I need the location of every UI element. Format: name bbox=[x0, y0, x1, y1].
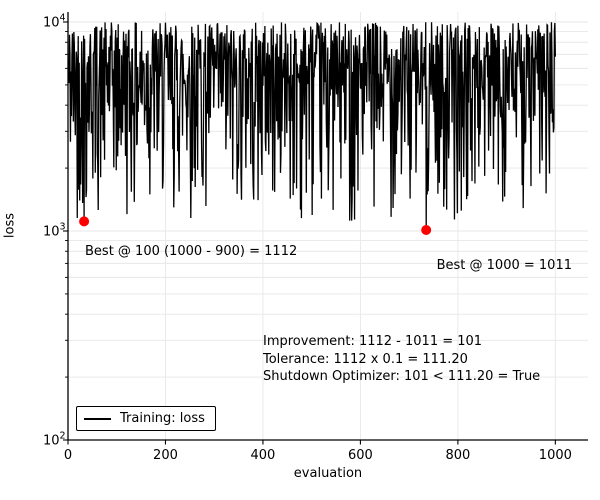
annotation-best-at-1000: Best @ 1000 = 1011 bbox=[436, 258, 572, 273]
training-loss-line bbox=[67, 21, 556, 231]
x-tick-label: 200 bbox=[153, 448, 178, 463]
legend: Training: loss bbox=[76, 406, 216, 431]
x-tick-label: 0 bbox=[64, 448, 72, 463]
x-axis-label: evaluation bbox=[293, 466, 363, 481]
x-tick-label: 1000 bbox=[539, 448, 572, 463]
x-tick-label: 800 bbox=[445, 448, 470, 463]
y-tick-label: 104 bbox=[43, 13, 66, 31]
annotation-best-at-100: Best @ 100 (1000 - 900) = 1112 bbox=[85, 244, 298, 259]
best-at-100-marker bbox=[79, 216, 90, 227]
annotation-tolerance: Tolerance: 1112 x 0.1 = 111.20 bbox=[263, 351, 468, 367]
y-tick-label: 103 bbox=[43, 222, 66, 240]
y-tick-label: 102 bbox=[43, 431, 66, 449]
annotation-shutdown-block: Improvement: 1112 - 1011 = 101 Tolerance… bbox=[263, 333, 540, 386]
x-tick-label: 400 bbox=[251, 448, 276, 463]
y-axis-label: loss bbox=[2, 212, 18, 239]
legend-label: Training: loss bbox=[120, 411, 205, 426]
annotation-shutdown-optimizer: Shutdown Optimizer: 101 < 111.20 = True bbox=[263, 369, 541, 384]
best-at-1000-marker bbox=[421, 225, 432, 236]
x-tick-label: 600 bbox=[348, 448, 373, 463]
annotation-improvement: Improvement: 1112 - 1011 = 101 bbox=[263, 334, 483, 349]
legend-line-sample-icon bbox=[84, 417, 111, 420]
